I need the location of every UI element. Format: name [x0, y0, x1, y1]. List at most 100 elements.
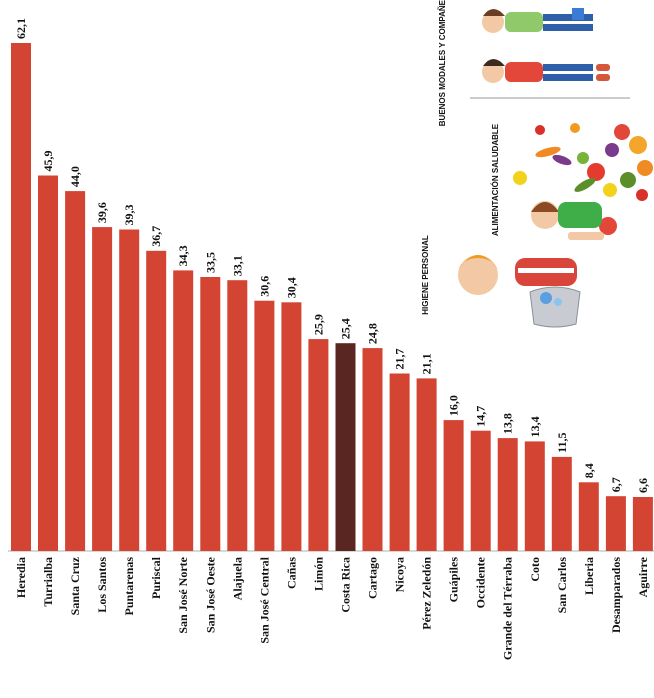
category-label: Coto: [528, 557, 542, 582]
child-leg: [543, 64, 593, 71]
value-label: 8,4: [582, 463, 596, 478]
bar: [200, 277, 221, 551]
child-leg: [543, 14, 593, 21]
category-label: Aguirre: [636, 556, 650, 597]
child-leg: [543, 74, 593, 81]
bar: [470, 430, 491, 551]
sink-icon: [529, 286, 581, 328]
category-label: Nicoya: [393, 557, 407, 592]
category-label: Cañas: [284, 557, 298, 589]
category-label: San José Norte: [176, 556, 190, 633]
book-icon: [572, 8, 584, 20]
category-label: Los Santos: [95, 557, 109, 613]
fruit-icon: [620, 172, 636, 188]
value-label: 21,7: [393, 349, 407, 370]
value-label: 30,4: [284, 277, 298, 298]
category-label: Limón: [311, 557, 325, 591]
value-label: 25,9: [311, 314, 325, 335]
category-label: Pérez Zeledón: [420, 557, 434, 630]
category-label: Liberia: [582, 557, 596, 595]
bar: [335, 343, 356, 551]
child-head: [458, 255, 498, 295]
fruit-icon: [599, 217, 617, 235]
category-label: Costa Rica: [339, 557, 353, 613]
fruit-icon: [577, 152, 589, 164]
carrot-icon: [535, 146, 561, 158]
child-hair: [483, 9, 505, 16]
category-label: Heredia: [14, 557, 28, 598]
illustrations-group: BUENOS MODALES Y COMPAÑERISMO ALIMENTACIÓ…: [421, 0, 653, 328]
value-label: 11,5: [555, 433, 569, 453]
bar: [281, 302, 302, 551]
bar: [227, 280, 248, 551]
bar: [146, 250, 167, 552]
category-label: Guápiles: [447, 557, 461, 603]
fruit-icon: [513, 171, 527, 185]
category-label: Occidente: [474, 556, 488, 608]
shirt-stripe: [518, 268, 574, 273]
child-hair: [458, 255, 498, 270]
bar: [362, 348, 383, 551]
child-head: [482, 61, 504, 83]
bar: [497, 438, 518, 551]
fruit-icon: [603, 183, 617, 197]
category-label: San José Oeste: [203, 556, 217, 633]
value-label: 33,5: [203, 252, 217, 273]
category-label: San Carlos: [555, 557, 569, 614]
value-label: 6,7: [609, 477, 623, 492]
bar: [605, 496, 626, 551]
value-label: 39,6: [95, 202, 109, 223]
bar: [254, 300, 275, 551]
category-label: Santa Cruz: [68, 556, 82, 615]
personal-hygiene-illustration: [458, 255, 581, 328]
category-label: Turrialba: [41, 557, 55, 607]
fruit-icon: [614, 124, 630, 140]
bar: [92, 227, 113, 551]
child-hair: [531, 202, 559, 212]
fruit-icon: [637, 160, 653, 176]
child-head: [482, 11, 504, 33]
bar: [119, 229, 140, 551]
fruit-icon: [570, 123, 580, 133]
category-label: Puriscal: [149, 556, 163, 599]
value-label: 24,8: [366, 323, 380, 344]
category-label: San José Central: [257, 556, 271, 643]
child-leg: [543, 24, 593, 31]
value-label: 13,4: [528, 416, 542, 437]
child-hair: [483, 59, 505, 66]
fruit-icon: [587, 163, 605, 181]
value-label: 16,0: [447, 395, 461, 416]
bar: [578, 482, 599, 551]
value-label: 30,6: [257, 276, 271, 297]
bar: [551, 456, 572, 551]
value-label: 13,8: [501, 413, 515, 434]
illustration-caption: ALIMENTACIÓN SALUDABLE: [491, 123, 500, 236]
child-shirt: [505, 62, 543, 82]
fruit-icon: [535, 125, 545, 135]
value-label: 6,6: [636, 478, 650, 493]
healthy-eating-illustration: [513, 123, 653, 240]
value-label: 62,1: [14, 18, 28, 39]
category-label: Puntarenas: [122, 557, 136, 616]
illustration-caption: HIGIENE PERSONAL: [421, 235, 430, 315]
bar: [308, 339, 329, 551]
soap-bubble-icon: [554, 298, 562, 306]
value-label: 36,7: [149, 226, 163, 247]
fruit-icon: [636, 189, 648, 201]
child-shirt: [505, 12, 543, 32]
value-label: 33,1: [230, 255, 244, 276]
bars-group: 62,1 Heredia 45,9 Turrialba 44,0 Santa Cruz 39…: [11, 18, 653, 660]
category-label: Alajuela: [230, 557, 244, 600]
good-manners-illustration: [470, 8, 630, 99]
category-label: Grande del Térraba: [501, 557, 515, 660]
soap-bubble-icon: [540, 292, 552, 304]
bar: [416, 378, 437, 551]
value-label: 39,3: [122, 205, 136, 226]
bar: [632, 497, 653, 551]
value-label: 45,9: [41, 151, 55, 172]
bar: [65, 191, 86, 551]
fruit-icon: [605, 143, 619, 157]
illustration-caption: BUENOS MODALES Y COMPAÑERISMO: [438, 0, 447, 126]
value-label: 14,7: [474, 406, 488, 427]
